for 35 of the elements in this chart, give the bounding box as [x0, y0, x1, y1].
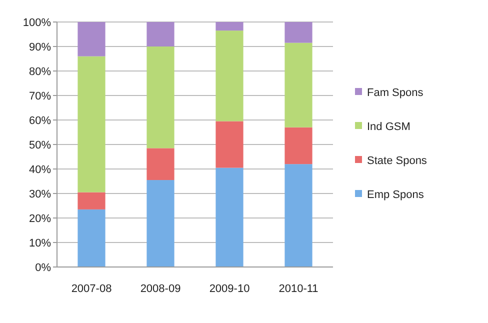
x-tick-label: 2008-09 [140, 283, 181, 295]
bar [146, 46, 174, 148]
y-tick-label: 100% [22, 16, 52, 29]
bar [216, 30, 244, 122]
x-tick-label: 2007-08 [71, 283, 112, 295]
y-tick-label: 50% [28, 139, 52, 152]
y-tick-label: 0% [35, 262, 52, 274]
bar [78, 22, 106, 56]
bar [146, 180, 174, 267]
y-tick-label: 10% [28, 237, 52, 250]
bar [216, 168, 244, 267]
bar [216, 121, 244, 168]
bar [146, 148, 174, 180]
legend-label: State Spons [367, 154, 428, 167]
bar [284, 164, 312, 267]
legend-label: Fam Spons [367, 86, 424, 99]
bar [284, 127, 312, 164]
bar [284, 22, 312, 43]
bar [78, 209, 106, 267]
bar [78, 56, 106, 192]
y-tick-label: 60% [28, 114, 52, 127]
bar [284, 42, 312, 128]
bar [146, 22, 174, 46]
y-tick-label: 70% [28, 90, 52, 102]
bar [78, 192, 106, 210]
y-tick-label: 90% [28, 41, 52, 54]
y-tick-label: 30% [28, 188, 52, 200]
bar [216, 22, 244, 31]
legend-label: Ind GSM [367, 120, 410, 133]
y-tick-label: 40% [28, 164, 52, 176]
x-tick-label: 2009-10 [209, 283, 250, 295]
legend-label: Emp Spons [367, 188, 424, 201]
y-tick-label: 80% [28, 66, 52, 78]
y-tick-label: 20% [28, 212, 52, 225]
x-tick-label: 2010-11 [278, 283, 318, 295]
